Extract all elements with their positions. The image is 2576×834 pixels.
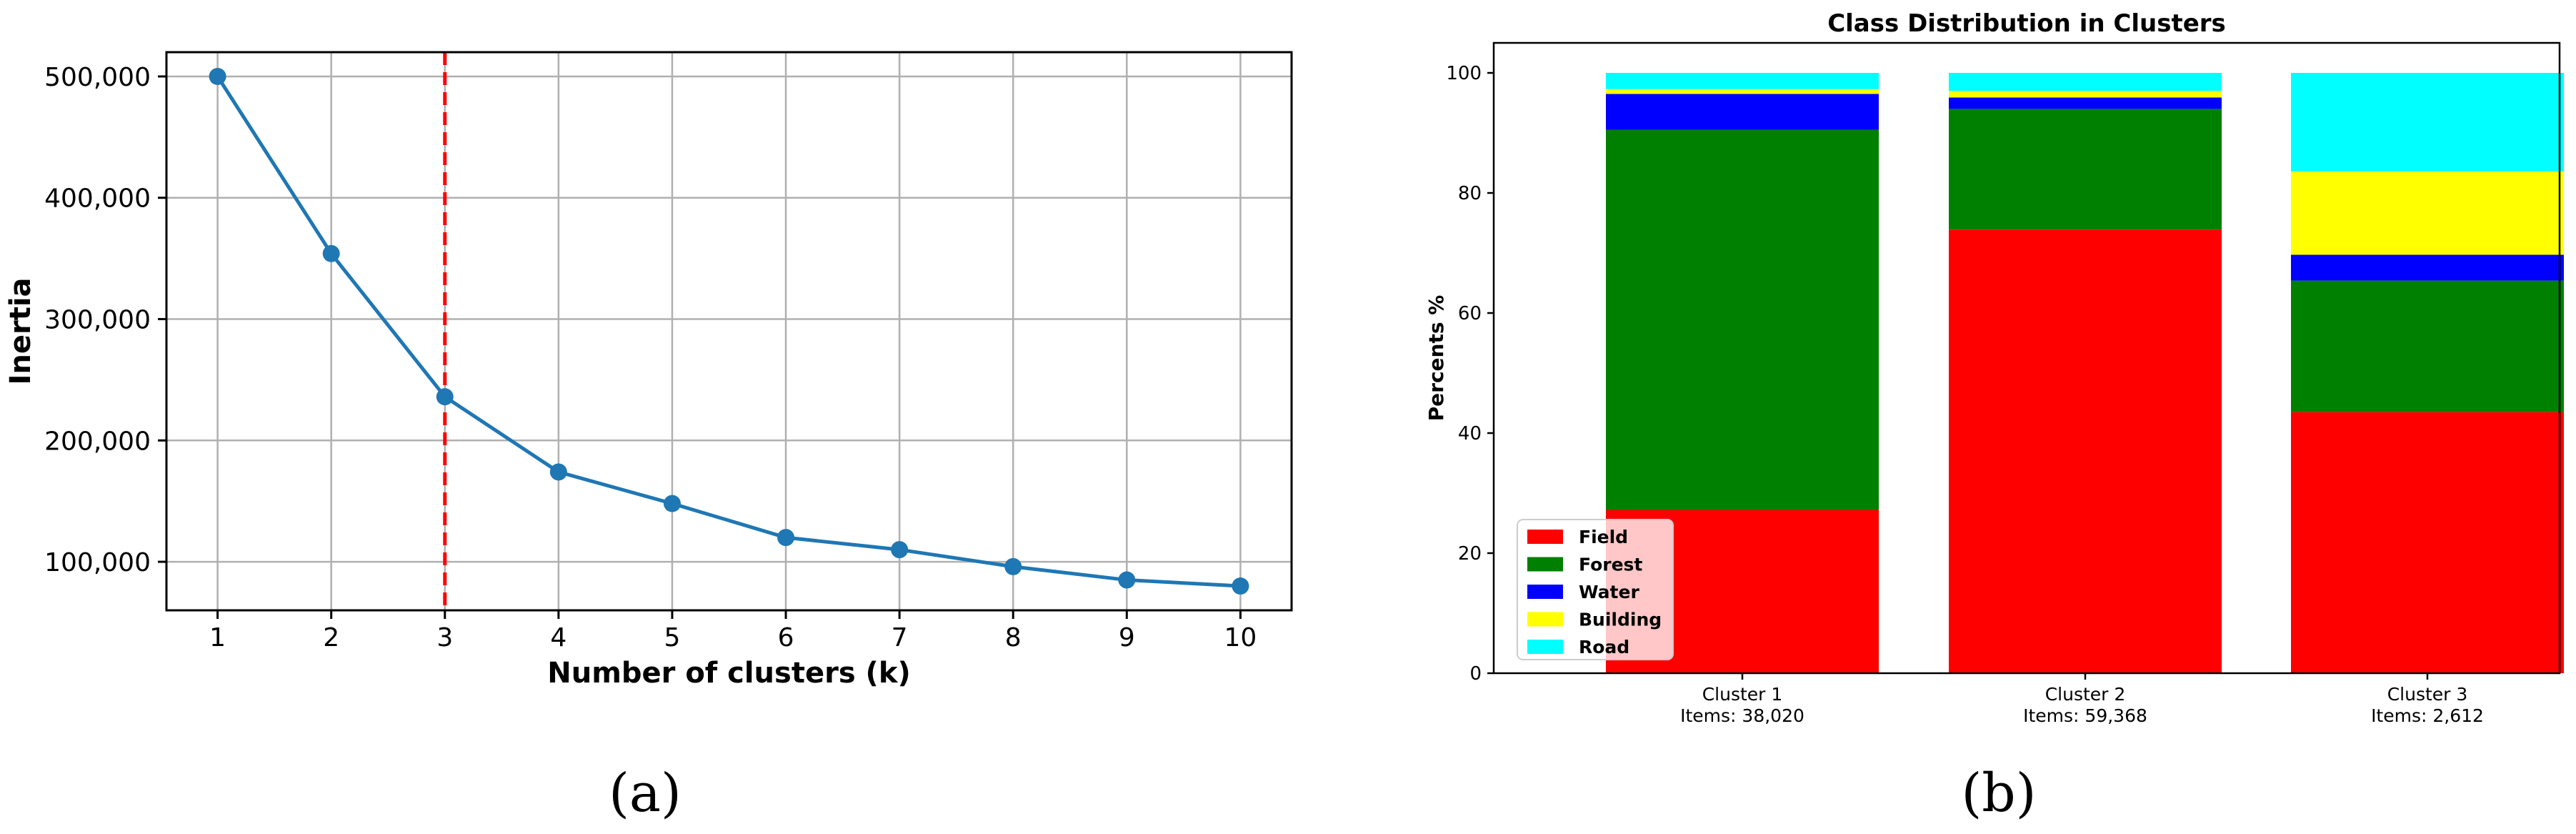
x-tick-label: 10 (1224, 623, 1257, 652)
data-point (322, 244, 340, 262)
y-tick-label: 20 (1458, 543, 1482, 565)
legend-swatch (1527, 640, 1563, 654)
y-tick-label: 100,000 (44, 548, 151, 577)
y-tick-label: 40 (1458, 423, 1482, 445)
data-point (777, 529, 795, 547)
data-point (891, 541, 909, 559)
data-point (436, 388, 454, 406)
bar-segment-water (2291, 254, 2564, 281)
x-tick-labels: 1 2 3 4 5 6 7 8 9 10 (209, 610, 1257, 652)
bar-segment-water (1949, 97, 2222, 109)
legend-swatch (1527, 557, 1563, 572)
bar-segment-forest (1949, 109, 2222, 230)
y-tick-label: 60 (1458, 303, 1482, 324)
y-tick-label: 300,000 (44, 306, 151, 335)
panel-label-b: (b) (1961, 763, 2036, 824)
x-tick-sublabel: Items: 2,612 (2371, 705, 2484, 726)
x-tick-label: 5 (664, 623, 681, 652)
grid (166, 52, 1292, 610)
bar-segment-building (1949, 91, 2222, 98)
data-point (1232, 577, 1249, 595)
legend-swatch (1527, 612, 1563, 627)
bar-segment-road (1606, 73, 1879, 89)
y-tick-labels: 100,000 200,000 300,000 400,000 500,000 (44, 63, 166, 577)
x-tick-sublabel: Items: 59,368 (2023, 705, 2147, 726)
bar-segment-road (1949, 73, 2222, 91)
series-line (216, 75, 1241, 588)
data-point (663, 495, 681, 512)
bar-segment-forest (2291, 280, 2564, 412)
legend-label: Water (1579, 582, 1639, 602)
bar-segment-building (1606, 89, 1879, 94)
panel-label-a: (a) (609, 763, 682, 824)
legend-label: Road (1579, 637, 1629, 657)
x-tick-label: 7 (892, 623, 908, 652)
legend-swatch (1527, 530, 1563, 544)
x-tick-label: 1 (209, 623, 226, 652)
elbow-chart: 1 2 3 4 5 6 7 8 9 10 100,000 200,000 300,000 400,000… (4, 51, 1293, 824)
y-axis-label: Inertia (4, 277, 37, 384)
y-tick-labels: 0 20 40 60 80 100 (1446, 63, 1494, 685)
x-tick-sublabel: Items: 38,020 (1680, 705, 1804, 726)
legend-label: Field (1579, 527, 1628, 547)
bar-segment-field (1949, 229, 2222, 673)
x-tick-label: 3 (436, 623, 453, 652)
bar-segment-water (1606, 94, 1879, 130)
x-tick-label: 6 (778, 623, 794, 652)
y-tick-label: 500,000 (44, 63, 151, 92)
bar-segment-building (2291, 171, 2564, 255)
data-point (1004, 557, 1022, 575)
x-tick-label: Cluster 2 (2045, 684, 2126, 705)
chart-title: Class Distribution in Clusters (1827, 9, 2226, 38)
plot-frame (1492, 41, 2561, 675)
data-point (209, 67, 226, 85)
legend-label: Forest (1579, 555, 1642, 575)
y-tick-label: 100 (1446, 63, 1482, 84)
x-axis-label: Number of clusters (k) (547, 657, 910, 690)
legend-swatch (1527, 585, 1563, 599)
x-tick-label: 4 (550, 623, 566, 652)
y-tick-label: 400,000 (44, 184, 151, 214)
y-tick-label: 200,000 (44, 427, 151, 456)
bar-segment-field (2291, 412, 2564, 673)
y-axis-label: Percents % (1424, 295, 1448, 422)
x-tick-label: Cluster 1 (1702, 684, 1783, 705)
bars (1606, 73, 2564, 673)
data-points (209, 67, 1249, 595)
bar-segment-road (2291, 73, 2564, 172)
legend: Field Forest Water Building Road (1517, 519, 1674, 660)
data-point (1118, 571, 1136, 589)
x-tick-label: 9 (1119, 623, 1135, 652)
plot-frame (165, 51, 1293, 612)
legend-label: Building (1579, 610, 1662, 630)
data-point (549, 463, 567, 481)
x-tick-label: Cluster 3 (2387, 684, 2468, 705)
y-tick-label: 0 (1469, 663, 1482, 685)
x-tick-label: 8 (1005, 623, 1022, 652)
y-tick-label: 80 (1458, 183, 1482, 204)
bar-segment-forest (1606, 129, 1879, 510)
x-tick-label: 2 (323, 623, 339, 652)
